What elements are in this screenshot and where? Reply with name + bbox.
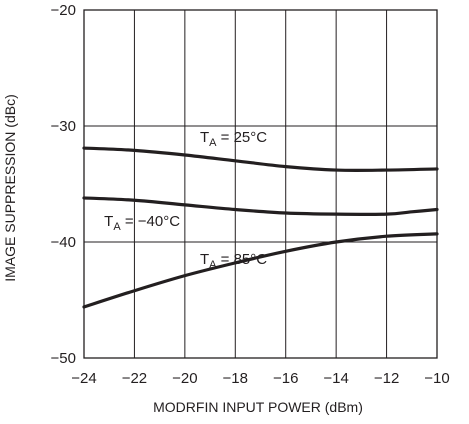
x-tick-label: −12 (374, 370, 399, 387)
x-tick-label: −10 (424, 370, 449, 387)
y-tick-label: −40 (51, 234, 76, 251)
y-tick-label: −50 (51, 350, 76, 367)
x-tick-label: −18 (223, 370, 248, 387)
grid-layer (84, 10, 437, 358)
series-annotation-2: TA = 85°C (200, 251, 267, 271)
x-tick-label: −22 (122, 370, 147, 387)
tick-layer: −24 −22 −20 −18 −16 −14 −12 −10 −20 −30 −40 −50 (51, 2, 450, 387)
x-tick-label: −24 (71, 370, 96, 387)
y-tick-label: −20 (51, 2, 76, 19)
series-annotation-0: TA = 25°C (200, 129, 267, 149)
series-line-1 (82, 196, 439, 216)
series-layer (82, 146, 439, 309)
plot-frame (83, 9, 438, 359)
y-axis-label: IMAGE SUPPRESSION (dBc) (2, 94, 18, 281)
x-tick-label: −16 (273, 370, 298, 387)
x-tick-label: −20 (172, 370, 197, 387)
x-tick-label: −14 (323, 370, 348, 387)
annotation-layer: TA = 25°C TA = −40°C TA = 85°C (104, 129, 267, 271)
x-axis-label: MODRFIN INPUT POWER (dBm) (153, 399, 363, 415)
y-tick-label: −30 (51, 118, 76, 135)
series-annotation-1: TA = −40°C (104, 213, 180, 233)
series-line-2 (82, 232, 439, 309)
series-line-0 (82, 146, 439, 172)
